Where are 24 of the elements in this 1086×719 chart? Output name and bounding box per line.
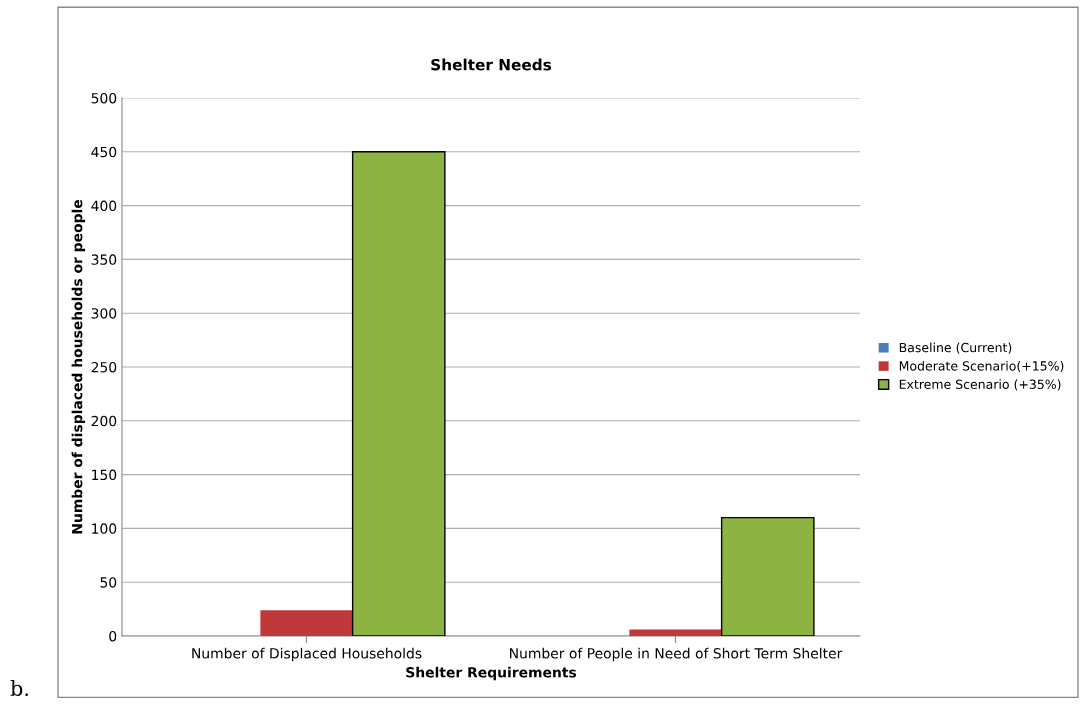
text: b. (10, 679, 28, 697)
y-tick-label: 100 (92, 523, 117, 534)
y-axis-title: Number of displaced households or people (71, 199, 86, 534)
y-tick-label: 500 (91, 92, 117, 104)
y-tick-label: 0 (109, 630, 117, 642)
y-tick-label: 50 (100, 577, 117, 588)
x-axis-title: Shelter Requirements (406, 666, 577, 681)
bar (720, 516, 815, 636)
y-tick-label: 400 (91, 200, 117, 212)
y-tick-label: 300 (91, 308, 117, 319)
y-tick-label: 450 (91, 146, 117, 158)
y-tick-label: 350 (91, 254, 117, 265)
x-tick-label: Number of People in Need of Short Term Shelter (510, 647, 843, 662)
bar (629, 629, 722, 636)
legend-label: Moderate Scenario(+15%) (899, 360, 1064, 373)
bar (260, 610, 353, 636)
y-tick-label: 250 (91, 361, 117, 373)
bar (351, 151, 446, 636)
y-tick-label: 150 (92, 469, 117, 481)
legend-label: Baseline (Current) (899, 342, 1012, 354)
y-tick-label: 200 (91, 415, 117, 427)
x-tick-label: Number of Displaced Households (192, 647, 422, 662)
chart-title: Shelter Needs (431, 58, 552, 71)
legend-label: Extreme Scenario (+35%) (899, 379, 1061, 391)
